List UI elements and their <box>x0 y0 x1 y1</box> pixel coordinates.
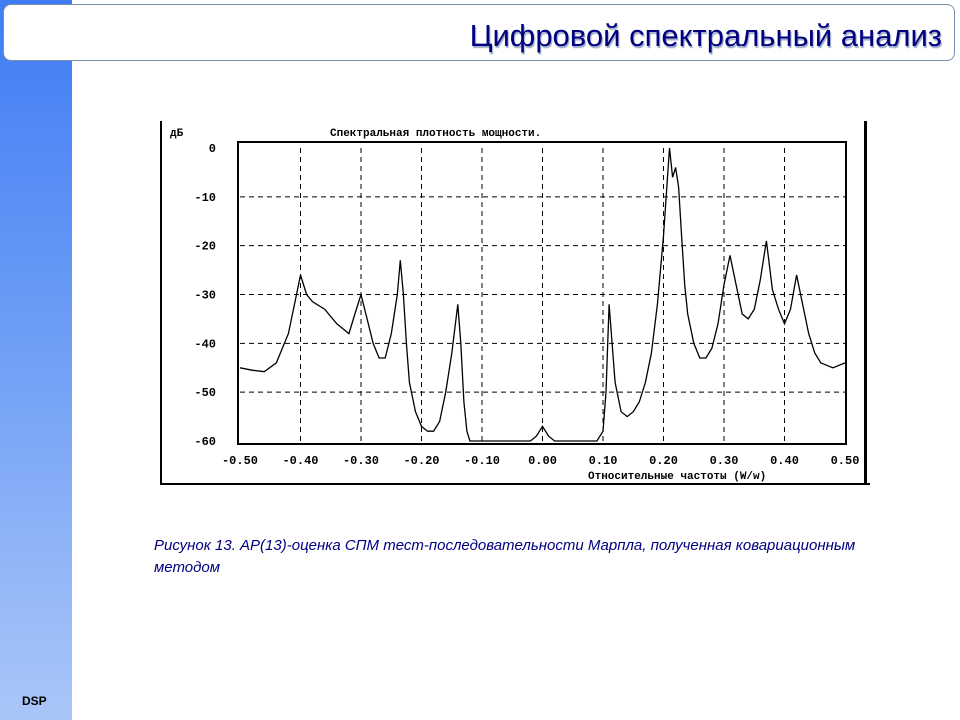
grid-layer <box>240 148 845 441</box>
y-tick-label: -40 <box>194 337 216 351</box>
x-tick-label: 0.10 <box>589 454 618 468</box>
x-axis-label: Относительные частоты (W/w) <box>588 471 766 483</box>
y-tick-label: -30 <box>194 289 216 303</box>
y-axis-label: дБ <box>170 128 184 140</box>
x-tick-label: 0.00 <box>528 454 557 468</box>
y-tick-label: -50 <box>194 386 216 400</box>
chart-title: Спектральная плотность мощности. <box>330 128 541 140</box>
figure-caption: Рисунок 13. АР(13)-оценка СПМ тест-после… <box>154 537 856 576</box>
x-tick-label: -0.30 <box>343 454 379 468</box>
x-tick-label: -0.20 <box>403 454 439 468</box>
x-tick-label: 0.40 <box>770 454 799 468</box>
x-tick-label: -0.10 <box>464 454 500 468</box>
y-tick-label: 0 <box>209 142 216 156</box>
y-tick-label: -20 <box>194 240 216 254</box>
chart-frame <box>160 121 870 485</box>
footer-label: DSP <box>22 694 47 708</box>
tick-labels: -0.50 -0.40 -0.30 -0.20 -0.10 0.00 0.10 0.20 0.3… <box>194 142 859 468</box>
slide-title: Цифровой спектральный анализ <box>469 18 942 53</box>
y-tick-label: -60 <box>194 435 216 449</box>
plot-area-border <box>237 141 847 445</box>
x-tick-label: 0.50 <box>831 454 860 468</box>
x-tick-label: 0.20 <box>649 454 678 468</box>
chart-frame-shadow <box>864 121 867 483</box>
x-tick-label: -0.50 <box>222 454 258 468</box>
x-tick-label: 0.30 <box>710 454 739 468</box>
title-box: Цифровой спектральный анализ <box>3 4 955 61</box>
sidebar-bar: DSP <box>0 0 72 720</box>
x-tick-label: -0.40 <box>282 454 318 468</box>
spectrum-chart: дБ Спектральная плотность мощности. Отно… <box>170 128 859 483</box>
y-tick-label: -10 <box>194 191 216 205</box>
psd-series-line <box>239 147 846 442</box>
